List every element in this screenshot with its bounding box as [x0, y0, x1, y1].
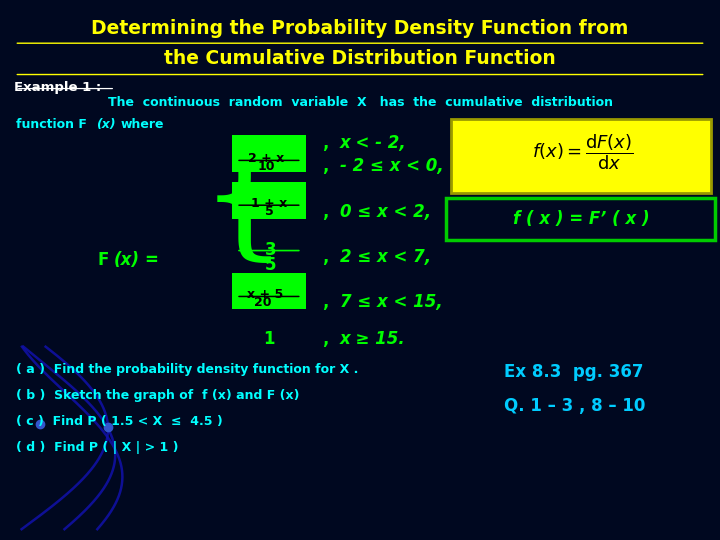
Text: ,: , [323, 248, 329, 266]
Text: (x): (x) [114, 251, 140, 269]
Text: =: = [144, 251, 158, 269]
FancyBboxPatch shape [232, 273, 306, 309]
Text: 3: 3 [265, 241, 276, 259]
Text: Q. 1 – 3 , 8 – 10: Q. 1 – 3 , 8 – 10 [504, 397, 645, 415]
FancyBboxPatch shape [232, 182, 306, 219]
Text: Example 1 :: Example 1 : [14, 81, 102, 94]
Text: ,: , [323, 157, 329, 174]
Text: 7 ≤ x < 15,: 7 ≤ x < 15, [340, 293, 443, 310]
Text: where: where [121, 118, 164, 131]
Text: 5: 5 [265, 256, 276, 274]
FancyBboxPatch shape [232, 135, 306, 172]
Text: ( c )  Find P ( 1.5 < X  ≤  4.5 ): ( c ) Find P ( 1.5 < X ≤ 4.5 ) [16, 415, 222, 428]
Text: f ( x ) = F’ ( x ): f ( x ) = F’ ( x ) [513, 210, 650, 228]
Text: 1: 1 [263, 330, 274, 348]
Text: x < - 2,: x < - 2, [340, 134, 407, 152]
Text: 0 ≤ x < 2,: 0 ≤ x < 2, [340, 202, 431, 220]
Text: ,: , [323, 202, 329, 220]
Text: $f(x) = \dfrac{\mathrm{d}F(x)}{\mathrm{d}x}$: $f(x) = \dfrac{\mathrm{d}F(x)}{\mathrm{d… [532, 132, 634, 172]
Text: 10: 10 [258, 160, 275, 173]
Text: ( b )  Sketch the graph of  f (x) and F (x): ( b ) Sketch the graph of f (x) and F (x… [16, 389, 300, 402]
Text: 2 + x: 2 + x [248, 152, 284, 165]
Text: ,: , [323, 134, 329, 152]
Text: 20: 20 [254, 296, 271, 309]
Text: ( d )  Find P ( | X | > 1 ): ( d ) Find P ( | X | > 1 ) [16, 441, 179, 454]
Text: x ≥ 15.: x ≥ 15. [340, 330, 405, 348]
Text: ,: , [323, 293, 329, 310]
Text: Ex 8.3  pg. 367: Ex 8.3 pg. 367 [504, 363, 644, 381]
Text: the Cumulative Distribution Function: the Cumulative Distribution Function [164, 49, 556, 68]
Text: ( a )  Find the probability density function for X .: ( a ) Find the probability density funct… [16, 363, 359, 376]
Text: x + 5: x + 5 [247, 288, 283, 301]
Text: 2 ≤ x < 7,: 2 ≤ x < 7, [340, 248, 431, 266]
Text: - 2 ≤ x < 0,: - 2 ≤ x < 0, [340, 157, 444, 174]
FancyBboxPatch shape [446, 198, 715, 240]
Text: {: { [200, 135, 289, 269]
Text: ,: , [323, 330, 329, 348]
FancyBboxPatch shape [451, 119, 711, 193]
Text: 5: 5 [265, 205, 274, 218]
Text: Determining the Probability Density Function from: Determining the Probability Density Func… [91, 19, 629, 38]
Text: function F: function F [16, 118, 86, 131]
Text: 1 + x: 1 + x [251, 197, 287, 210]
Text: F: F [97, 251, 109, 269]
Text: 0: 0 [264, 134, 276, 152]
Text: (x): (x) [96, 118, 115, 131]
Text: The  continuous  random  variable  X   has  the  cumulative  distribution: The continuous random variable X has the… [107, 96, 613, 109]
